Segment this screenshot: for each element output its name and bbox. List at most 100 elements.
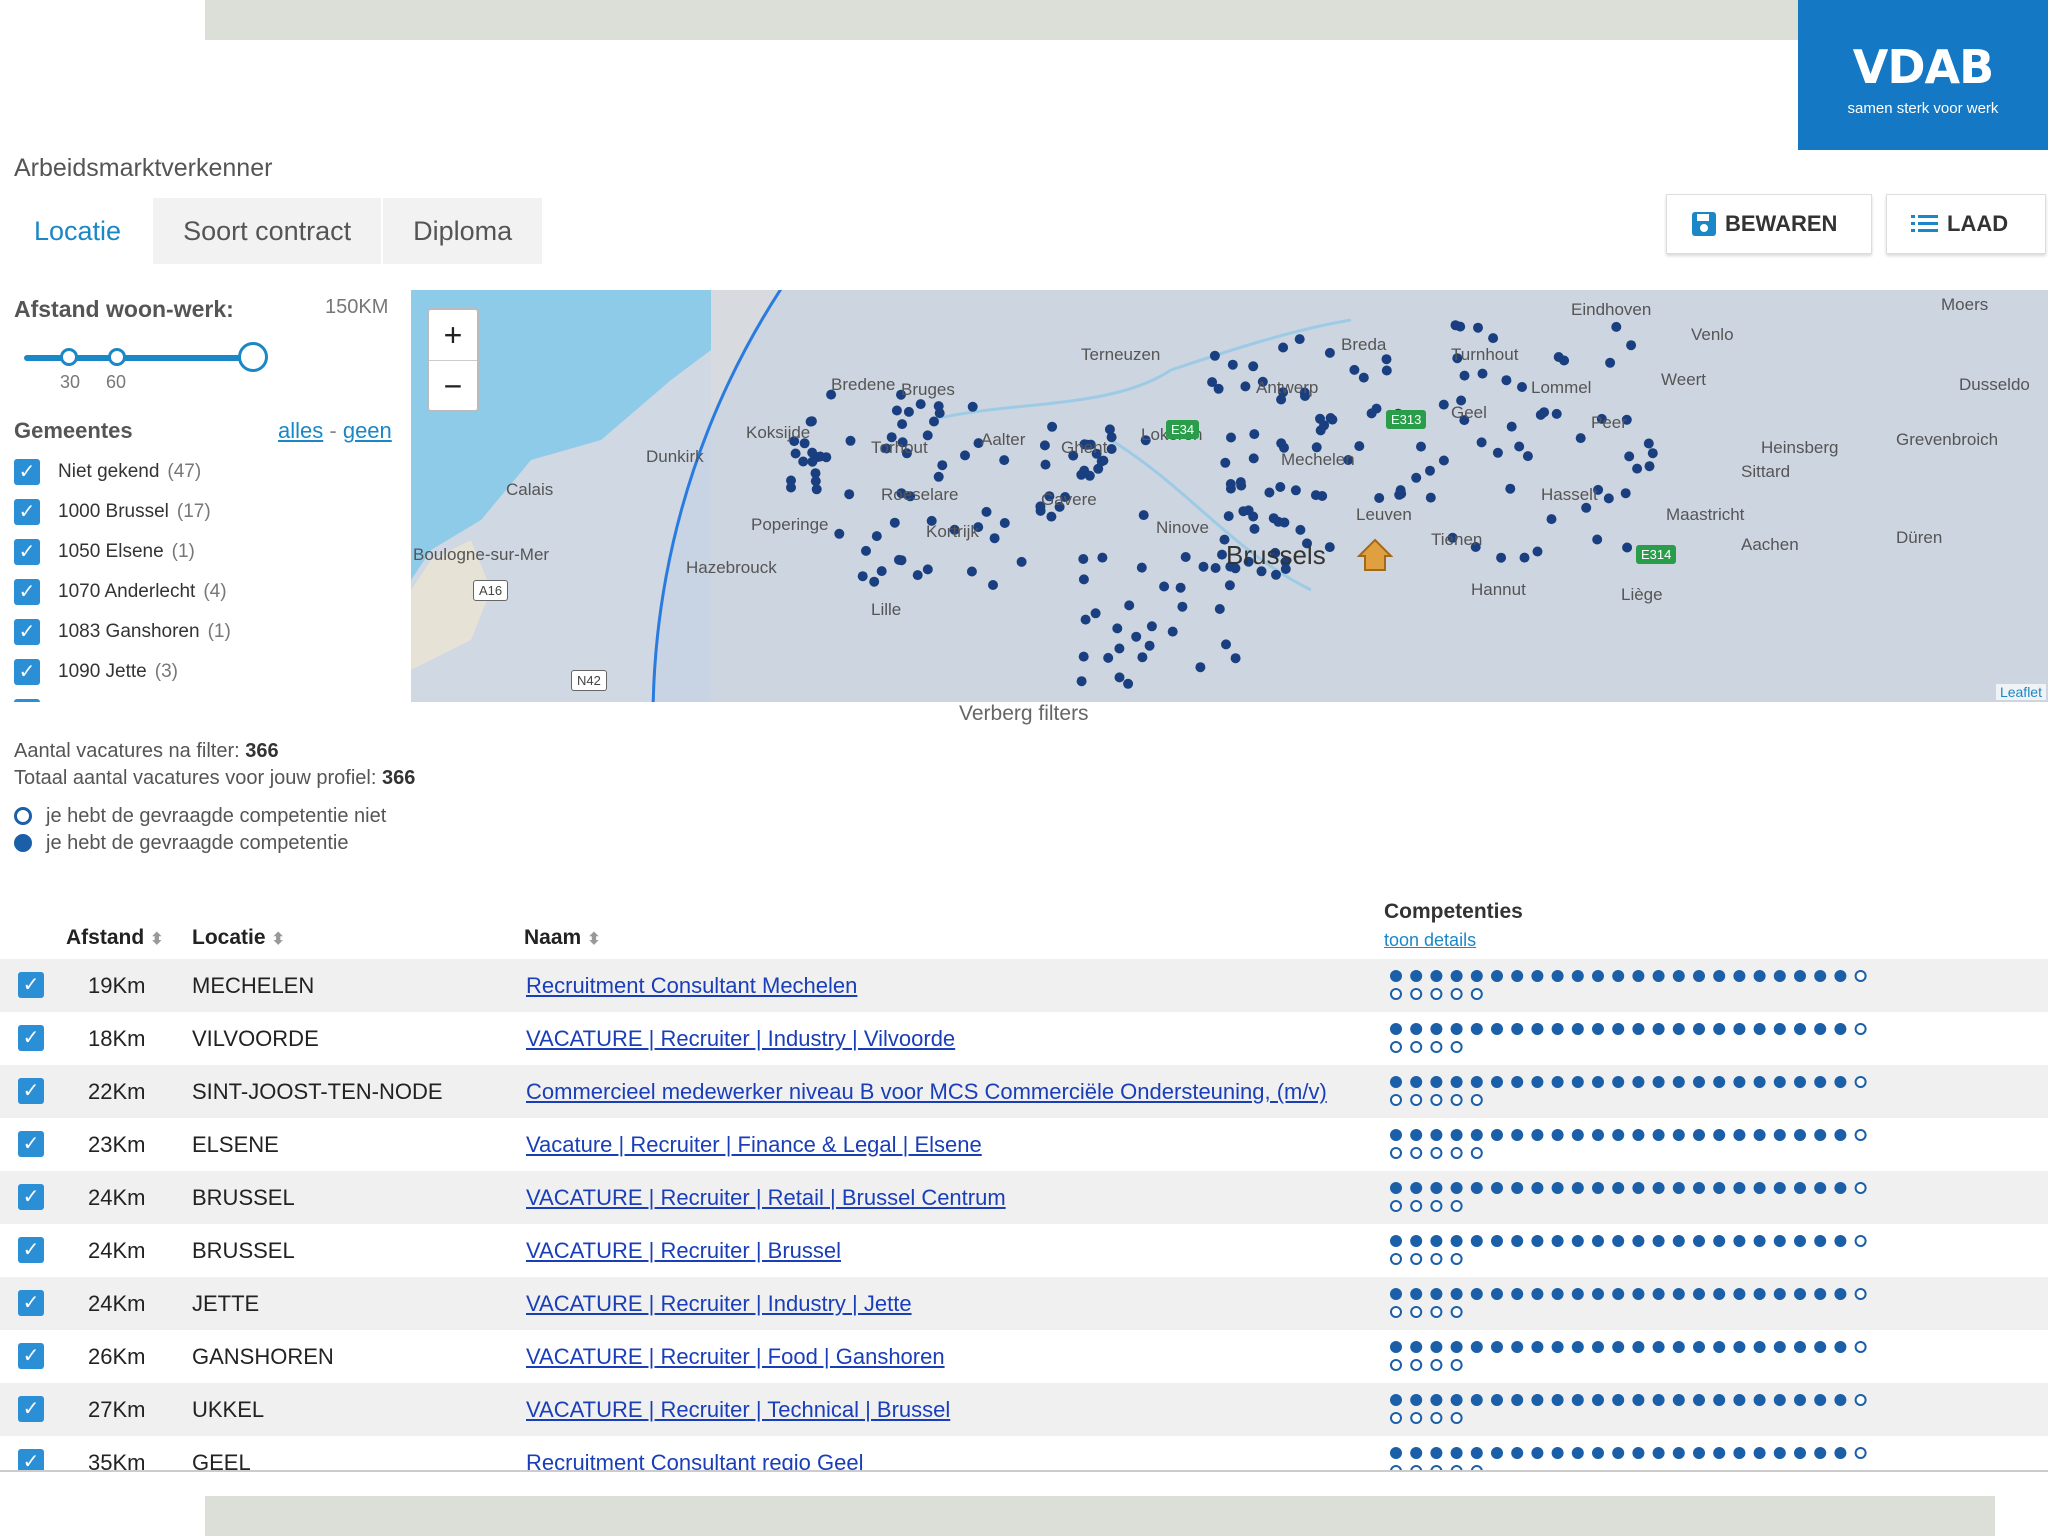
vacancy-marker[interactable]	[1214, 604, 1225, 614]
vacancy-marker[interactable]	[1603, 493, 1614, 504]
gemeente-item-partial[interactable]: ✓	[14, 692, 231, 702]
row-checkbox[interactable]: ✓	[18, 1078, 44, 1104]
vacancy-marker[interactable]	[1647, 448, 1658, 459]
vacancy-marker[interactable]	[826, 389, 837, 400]
vacancy-marker[interactable]	[1539, 407, 1550, 418]
vdab-logo[interactable]: VDAB samen sterk voor werk	[1798, 0, 2048, 150]
vacancy-marker[interactable]	[1278, 342, 1289, 353]
vacancy-marker[interactable]	[1280, 556, 1291, 567]
vacancy-marker[interactable]	[1076, 676, 1087, 687]
vacancy-marker[interactable]	[1243, 556, 1254, 567]
vacancy-marker[interactable]	[949, 524, 960, 535]
vacancy-marker[interactable]	[1324, 542, 1335, 553]
vacancy-marker[interactable]	[1325, 413, 1336, 423]
vacancy-marker[interactable]	[1447, 532, 1458, 543]
vacancy-marker[interactable]	[1140, 435, 1151, 446]
vacancy-marker[interactable]	[1611, 321, 1622, 332]
vacancy-marker[interactable]	[1078, 651, 1089, 662]
vacancy-marker[interactable]	[937, 460, 948, 471]
vacancy-marker[interactable]	[1279, 442, 1289, 453]
vacancy-marker[interactable]	[861, 545, 871, 556]
vacancy-marker[interactable]	[1279, 517, 1290, 528]
save-button[interactable]: BEWAREN	[1666, 194, 1872, 254]
vacancy-marker[interactable]	[1280, 564, 1291, 574]
vacancy-marker[interactable]	[1103, 652, 1114, 663]
vacancy-marker[interactable]	[834, 528, 845, 539]
vacancy-marker[interactable]	[912, 570, 923, 581]
vacancy-marker[interactable]	[1517, 382, 1527, 392]
vacancy-marker[interactable]	[1395, 485, 1406, 496]
vacancy-marker[interactable]	[1581, 502, 1592, 513]
vacancy-marker[interactable]	[786, 482, 796, 493]
vacancy-marker[interactable]	[1319, 420, 1330, 431]
vacancy-marker[interactable]	[1177, 601, 1188, 612]
vacancy-marker[interactable]	[1632, 463, 1643, 474]
vacancy-marker[interactable]	[1622, 542, 1633, 553]
vacancy-marker[interactable]	[896, 389, 906, 400]
vacancy-marker[interactable]	[1438, 399, 1449, 410]
vacancy-marker[interactable]	[1381, 365, 1392, 376]
show-details-link[interactable]: toon details	[1384, 930, 1477, 950]
vacancy-marker[interactable]	[1093, 463, 1104, 474]
vacancy-link[interactable]: Commercieel medewerker niveau B voor MCS…	[526, 1079, 1327, 1104]
vacancy-marker[interactable]	[886, 432, 897, 443]
vacancy-marker[interactable]	[844, 489, 855, 500]
vacancy-marker[interactable]	[798, 456, 809, 467]
vacancy-marker[interactable]	[810, 468, 821, 479]
vacancy-marker[interactable]	[1167, 626, 1178, 637]
vacancy-marker[interactable]	[881, 443, 892, 454]
vacancy-marker[interactable]	[1198, 561, 1209, 572]
vacancy-marker[interactable]	[1416, 441, 1426, 452]
vacancy-marker[interactable]	[1240, 381, 1251, 392]
vacancy-marker[interactable]	[1124, 600, 1135, 611]
vacancy-marker[interactable]	[876, 566, 887, 577]
vacancy-marker[interactable]	[869, 576, 880, 587]
vacancy-link[interactable]: VACATURE | Recruiter | Food | Ganshoren	[526, 1344, 945, 1369]
gemeente-item[interactable]: ✓ 1070 Anderlecht (4)	[14, 572, 231, 612]
vacancy-marker[interactable]	[845, 435, 856, 446]
vacancy-marker[interactable]	[1213, 383, 1224, 394]
vacancy-marker[interactable]	[1180, 552, 1191, 562]
vacancy-marker[interactable]	[1248, 511, 1259, 522]
vacancy-marker[interactable]	[1324, 347, 1335, 358]
zoom-out-button[interactable]: −	[429, 360, 477, 410]
vacancy-marker[interactable]	[922, 430, 933, 441]
header-distance[interactable]: Afstand ⬍	[66, 926, 164, 950]
vacancy-marker[interactable]	[905, 491, 916, 502]
vacancy-marker[interactable]	[1575, 433, 1586, 444]
vacancy-marker[interactable]	[1137, 652, 1148, 663]
row-checkbox[interactable]: ✓	[18, 1184, 44, 1210]
header-name[interactable]: Naam ⬍	[524, 926, 601, 950]
map-attribution[interactable]: Leaflet	[1995, 684, 2046, 700]
vacancy-marker[interactable]	[805, 416, 816, 427]
vacancy-marker[interactable]	[1080, 614, 1091, 625]
vacancy-marker[interactable]	[857, 571, 868, 582]
vacancy-marker[interactable]	[1256, 566, 1267, 577]
load-button[interactable]: LAAD	[1886, 194, 2046, 254]
vacancy-marker[interactable]	[1268, 513, 1279, 524]
vacancy-marker[interactable]	[1044, 491, 1055, 502]
vacancy-marker[interactable]	[1112, 623, 1123, 634]
vacancy-marker[interactable]	[1278, 387, 1289, 398]
vacancy-marker[interactable]	[786, 475, 796, 486]
row-checkbox[interactable]: ✓	[18, 1237, 44, 1263]
checkbox[interactable]: ✓	[14, 499, 40, 525]
vacancy-link[interactable]: VACATURE | Recruiter | Industry | Jette	[526, 1291, 912, 1316]
vacancy-marker[interactable]	[1624, 451, 1635, 462]
vacancy-marker[interactable]	[1470, 542, 1481, 552]
vacancy-marker[interactable]	[1046, 511, 1057, 522]
vacancy-marker[interactable]	[1411, 472, 1422, 483]
vacancy-link[interactable]: Recruitment Consultant regio Geel	[526, 1450, 864, 1472]
vacancy-marker[interactable]	[1039, 440, 1050, 451]
vacancy-link[interactable]: VACATURE | Recruiter | Brussel	[526, 1238, 842, 1263]
vacancy-link[interactable]: VACATURE | Recruiter | Retail | Brussel …	[526, 1185, 1006, 1210]
vacancy-marker[interactable]	[1546, 514, 1557, 525]
vacancy-marker[interactable]	[1091, 448, 1102, 459]
vacancy-marker[interactable]	[1040, 459, 1051, 470]
vacancy-marker[interactable]	[790, 448, 801, 459]
row-checkbox[interactable]: ✓	[18, 1343, 44, 1369]
vacancy-marker[interactable]	[1078, 554, 1089, 564]
vacancy-marker[interactable]	[889, 517, 900, 528]
vacancy-marker[interactable]	[1249, 429, 1260, 440]
vacancy-marker[interactable]	[1209, 350, 1220, 361]
